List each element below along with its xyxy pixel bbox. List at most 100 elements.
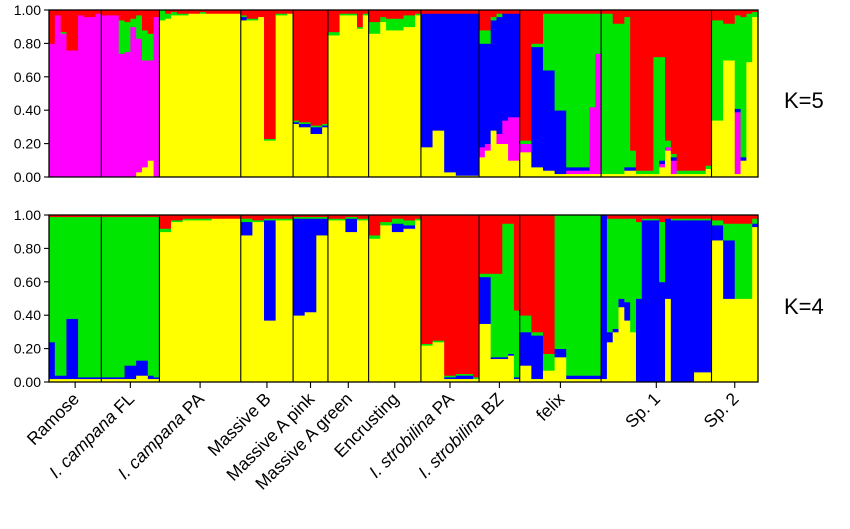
bar-segment-k4-g1-m1-green <box>107 216 114 378</box>
bar-segment-k4-g7-m9-yellow <box>473 378 480 383</box>
bar-segment-k5-g1-m5-green <box>130 18 137 28</box>
bar-segment-k5-g10-m7-yellow <box>641 173 649 178</box>
bar-segment-k5-g10-m11-red <box>665 10 672 141</box>
bar-segment-k4-g6-m5-red <box>397 215 405 219</box>
bar-segment-k4-g10-m8-blue <box>647 220 654 383</box>
bar-segment-k4-g7-m1-green <box>426 343 434 346</box>
bar-segment-k5-g2-m7-red <box>200 10 207 13</box>
bar-segment-k4-g0-m4-green <box>72 216 79 319</box>
panel-k4-label: K=4 <box>784 294 824 319</box>
bar-segment-k4-g5-m5-red <box>357 215 364 219</box>
bar-segment-k5-g0-m0-magenta <box>49 43 56 178</box>
bar-segment-k4-g1-m2-green <box>112 216 120 378</box>
bar-segment-k4-g9-m4-yellow <box>542 370 550 383</box>
bar-segment-k4-g9-m12-blue <box>589 375 596 380</box>
bar-segment-k4-g10-m14-blue <box>682 220 689 383</box>
bar-segment-k5-g9-m4-yellow <box>542 170 550 178</box>
bar-segment-k4-g9-m3-green <box>537 331 544 336</box>
bar-segment-k5-g6-m1-yellow <box>374 33 381 178</box>
bar-segment-k5-g9-m13-red <box>595 10 602 14</box>
bar-segment-k5-g11-m0-green <box>711 20 718 121</box>
bar-segment-k4-g1-m1-red <box>107 215 114 218</box>
bar-segment-k4-g11-m5-red <box>740 215 747 224</box>
bar-segment-k4-g3-m1-red <box>246 215 253 219</box>
bar-segment-k5-g0-m7-magenta <box>89 16 97 178</box>
bar-segment-k5-g8-m2-yellow <box>490 130 498 178</box>
bar-segment-k5-g4-m0-blue <box>293 121 300 124</box>
bar-segment-k4-g4-m3-yellow <box>310 311 317 383</box>
bar-segment-k4-g1-m3-red <box>118 215 126 218</box>
bar-segment-k4-g0-m8-yellow <box>95 378 102 383</box>
bar-segment-k4-g9-m3-red <box>537 215 544 333</box>
bar-segment-k5-g5-m0-yellow <box>327 35 335 178</box>
bar-segment-k5-g9-m5-red <box>548 10 556 14</box>
bar-segment-k5-g9-m2-yellow <box>531 166 538 178</box>
bar-segment-k5-g9-m12-yellow <box>589 173 596 178</box>
bar-segment-k5-g7-m3-red <box>438 10 445 14</box>
bar-segment-k4-g0-m6-yellow <box>83 378 91 383</box>
bar-segment-k5-g3-m0-green <box>240 15 248 18</box>
bar-segment-k4-g9-m11-yellow <box>583 378 591 383</box>
bar-segment-k4-g0-m6-blue <box>83 376 91 380</box>
bar-segment-k5-g10-m18-yellow <box>705 168 713 178</box>
bar-segment-k4-g9-m7-blue <box>560 348 567 358</box>
bar-segment-k5-g3-m6-red <box>275 10 283 14</box>
bar-segment-k4-g9-m8-green <box>566 215 573 376</box>
bar-segment-k5-g8-m4-yellow <box>502 143 509 178</box>
bar-segment-k4-g11-m7-red <box>752 215 759 219</box>
bar-segment-k4-g10-m6-red <box>635 215 643 223</box>
bar-segment-k4-g8-m5-blue <box>508 353 515 356</box>
bar-segment-k5-g0-m4-magenta <box>72 50 79 178</box>
bar-segment-k5-g1-m3-green <box>118 20 126 54</box>
bar-segment-k5-g9-m3-blue <box>537 46 544 168</box>
bar-segment-k4-g0-m6-green <box>83 216 91 378</box>
bar-segment-k4-g3-m7-green <box>281 218 288 221</box>
bar-segment-k5-g11-m5-green <box>740 16 747 158</box>
bar-segment-k5-g9-m7-green <box>560 13 567 111</box>
bar-segment-k5-g1-m3-magenta <box>118 53 126 178</box>
bar-segment-k5-g8-m6-red <box>513 10 521 14</box>
bar-segment-k5-g4-m3-red <box>310 10 317 126</box>
bar-segment-k5-g3-m6-yellow <box>275 15 283 178</box>
bar-segment-k5-g7-m9-red <box>473 10 480 14</box>
bar-segment-k4-g10-m15-red <box>688 215 695 219</box>
bar-segment-k4-g4-m1-blue <box>298 218 306 316</box>
bar-segment-k5-g10-m17-yellow <box>699 173 707 178</box>
bar-segment-k5-g9-m8-magenta <box>566 170 573 175</box>
bar-segment-k4-g6-m4-green <box>391 218 399 224</box>
bar-segment-k4-g1-m8-blue <box>147 375 155 380</box>
bar-segment-k4-g7-m3-yellow <box>438 341 445 383</box>
bar-segment-k4-g3-m0-blue <box>240 221 248 236</box>
group-label-10: Sp. 1 <box>621 389 664 432</box>
bar-segment-k4-g9-m10-green <box>577 215 585 376</box>
bar-segment-k4-g5-m1-red <box>333 215 341 219</box>
bar-segment-k5-g9-m11-red <box>583 10 591 14</box>
bar-segment-k4-g6-m2-green <box>380 221 387 226</box>
bar-segment-k4-g1-m8-green <box>147 216 155 376</box>
bar-segment-k5-g7-m2-blue <box>432 13 439 131</box>
bar-segment-k4-g0-m0-green <box>49 216 56 343</box>
bar-segment-k4-g0-m2-blue <box>60 375 68 380</box>
bar-segment-k5-g0-m2-red <box>60 10 68 33</box>
bar-segment-k5-g10-m9-red <box>653 10 660 58</box>
bar-segment-k5-g10-m13-green <box>676 170 684 175</box>
bar-segment-k5-g4-m5-red <box>322 10 329 124</box>
bar-segment-k5-g4-m0-green <box>293 120 300 123</box>
bar-segment-k5-g0-m6-red <box>83 10 91 18</box>
bar-segment-k4-g11-m6-red <box>746 215 753 224</box>
bar-segment-k4-g10-m18-green <box>705 218 713 221</box>
group-label-11: Sp. 2 <box>700 389 743 432</box>
bar-segment-k5-g10-m18-red <box>705 10 713 166</box>
bar-segment-k5-g10-m10-red <box>659 10 666 58</box>
bar-segment-k4-g8-m3-red <box>496 215 503 274</box>
bar-segment-k5-g11-m2-green <box>723 23 730 61</box>
bar-segment-k5-g9-m5-blue <box>548 70 556 171</box>
panel-k5-label: K=5 <box>784 88 824 113</box>
bar-segment-k5-g10-m15-yellow <box>688 173 695 178</box>
bar-segment-k5-g3-m4-green <box>264 138 271 141</box>
bar-segment-k4-g10-m10-green <box>659 221 666 283</box>
bar-segment-k4-g2-m11-yellow <box>223 218 230 383</box>
bar-segment-k4-g1-m4-blue <box>124 365 131 380</box>
bar-segment-k4-g9-m7-green <box>560 215 567 349</box>
bar-segment-k4-g10-m17-blue <box>699 220 707 373</box>
